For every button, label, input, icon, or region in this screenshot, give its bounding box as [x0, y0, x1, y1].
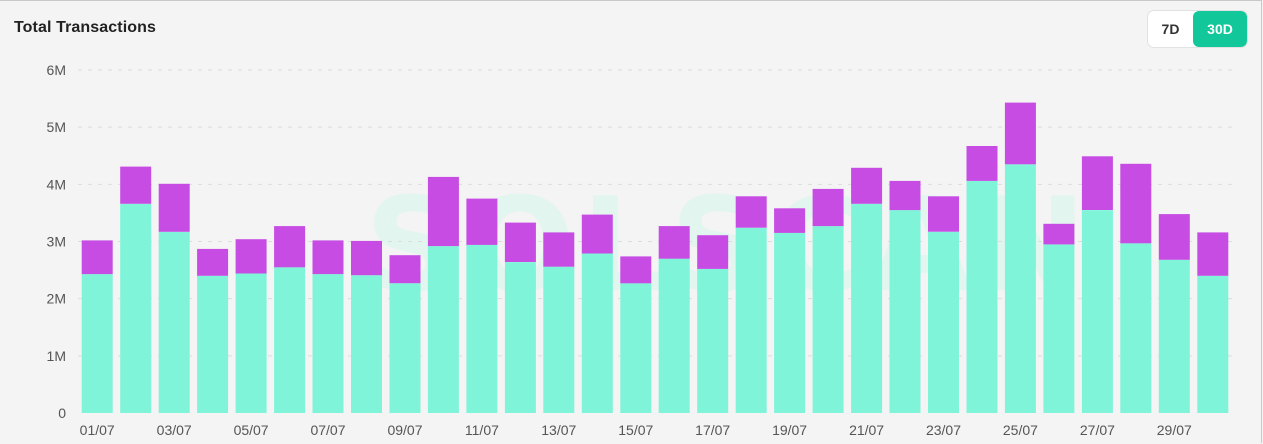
x-tick-label: 21/07 [849, 422, 884, 438]
bar-segment-top[interactable] [966, 146, 998, 181]
bar-segment-top[interactable] [274, 226, 306, 268]
bar-segment-base[interactable] [1158, 259, 1190, 413]
x-tick-label: 03/07 [157, 422, 192, 438]
y-tick-label: 2M [47, 291, 66, 307]
bar-segment-base[interactable] [774, 232, 806, 413]
bar-segment-top[interactable] [351, 240, 382, 276]
bar-segment-top[interactable] [620, 256, 652, 284]
x-axis-ticks: 01/07 03/07 05/07 07/07 09/07 11/07 13/07 15/07… [80, 422, 1192, 438]
bar-segment-base[interactable] [504, 262, 536, 413]
bar-segment-base[interactable] [81, 274, 113, 413]
x-tick-label: 25/07 [1003, 422, 1038, 438]
bar-segment-top[interactable] [581, 214, 613, 254]
bar-segment-base[interactable] [1004, 164, 1036, 413]
bar-segment-top[interactable] [1081, 156, 1113, 210]
bar-segment-top[interactable] [1120, 163, 1152, 244]
bar-segment-base[interactable] [812, 226, 844, 413]
grid-lines [78, 69, 1232, 357]
bar-segment-base[interactable] [427, 246, 459, 413]
bar-segment-top[interactable] [1158, 214, 1190, 260]
x-tick-label: 19/07 [772, 422, 807, 438]
bar-segment-top[interactable] [312, 240, 344, 275]
bar-segment-base[interactable] [735, 227, 767, 413]
y-tick-label: 4M [47, 176, 66, 192]
bar-segment-base[interactable] [1043, 244, 1075, 413]
y-tick-label: 3M [47, 234, 66, 250]
bar-segment-top[interactable] [658, 226, 690, 259]
bar-segment-top[interactable] [774, 208, 806, 233]
bar-segment-base[interactable] [889, 210, 921, 413]
bar-segment-top[interactable] [1043, 223, 1075, 245]
bar-segment-top[interactable] [235, 239, 267, 274]
bar-segment-base[interactable] [389, 283, 421, 413]
bar-segment-base[interactable] [966, 180, 998, 413]
bar-segment-top[interactable] [735, 196, 767, 228]
bar-segment-base[interactable] [274, 267, 306, 413]
x-tick-label: 09/07 [387, 422, 422, 438]
bar-segment-top[interactable] [812, 188, 844, 227]
x-tick-label: 01/07 [80, 422, 115, 438]
bar-segment-base[interactable] [351, 275, 382, 413]
bar-segment-base[interactable] [697, 268, 729, 413]
y-tick-label: 1M [47, 348, 66, 364]
bar-segment-base[interactable] [120, 203, 152, 413]
x-tick-label: 13/07 [541, 422, 576, 438]
bar-segment-base[interactable] [928, 231, 959, 413]
bar-segment-top[interactable] [466, 198, 498, 245]
bar-segment-base[interactable] [543, 266, 575, 413]
y-tick-label: 0 [58, 405, 66, 421]
bar-segment-base[interactable] [1197, 275, 1229, 413]
chart-title: Total Transactions [14, 19, 156, 36]
bar-segment-base[interactable] [466, 244, 498, 413]
x-tick-label: 17/07 [695, 422, 730, 438]
bar-segment-base[interactable] [158, 231, 190, 413]
x-tick-label: 15/07 [618, 422, 653, 438]
bar-segment-base[interactable] [620, 283, 652, 413]
x-tick-label: 27/07 [1080, 422, 1115, 438]
y-axis-ticks: 0 1M 2M 3M 4M 5M 6M [47, 62, 67, 421]
bar-segment-top[interactable] [543, 232, 575, 267]
x-tick-label: 07/07 [310, 422, 345, 438]
bar-segment-top[interactable] [1197, 232, 1229, 276]
y-tick-label: 6M [47, 62, 66, 78]
bar-segment-top[interactable] [389, 255, 421, 284]
bar-segment-top[interactable] [889, 180, 921, 211]
x-tick-label: 23/07 [926, 422, 961, 438]
y-tick-label: 5M [47, 119, 66, 135]
x-tick-label: 05/07 [234, 422, 269, 438]
range-toggle: 7D 30D [1147, 10, 1248, 48]
bar-segment-base[interactable] [851, 203, 883, 413]
bar-segment-base[interactable] [658, 258, 690, 413]
bar-segment-base[interactable] [197, 275, 229, 413]
bar-segment-base[interactable] [235, 273, 267, 414]
bar-segment-top[interactable] [197, 248, 229, 276]
bar-segment-top[interactable] [851, 167, 883, 204]
bar-segment-top[interactable] [81, 240, 113, 275]
bar-segment-top[interactable] [1004, 102, 1036, 165]
bar-segment-base[interactable] [1120, 243, 1152, 413]
x-tick-label: 29/07 [1157, 422, 1192, 438]
bar-segment-top[interactable] [427, 176, 459, 247]
x-tick-label: 11/07 [465, 422, 499, 438]
bar-segment-base[interactable] [581, 253, 613, 414]
bar-segment-top[interactable] [120, 166, 152, 204]
range-30d-button[interactable]: 30D [1193, 11, 1247, 47]
bar-segment-top[interactable] [697, 235, 729, 269]
bar-segment-top[interactable] [158, 183, 190, 232]
range-7d-button[interactable]: 7D [1161, 21, 1180, 37]
bar-segment-base[interactable] [312, 274, 344, 413]
bar-segment-base[interactable] [1081, 210, 1113, 413]
bar-segment-top[interactable] [928, 196, 959, 232]
bars [81, 102, 1229, 414]
bar-segment-top[interactable] [504, 222, 536, 262]
